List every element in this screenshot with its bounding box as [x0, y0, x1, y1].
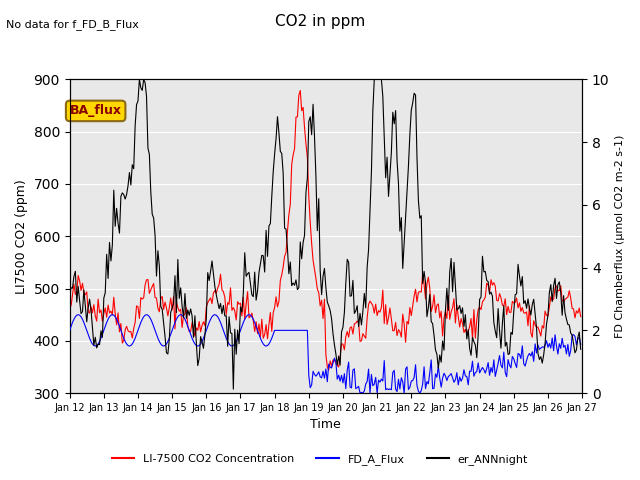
Legend: LI-7500 CO2 Concentration, FD_A_Flux, er_ANNnight: LI-7500 CO2 Concentration, FD_A_Flux, er…: [108, 450, 532, 469]
Y-axis label: FD Chamberflux (μmol CO2 m-2 s-1): FD Chamberflux (μmol CO2 m-2 s-1): [615, 134, 625, 338]
X-axis label: Time: Time: [310, 419, 341, 432]
Text: BA_flux: BA_flux: [70, 105, 122, 118]
Text: No data for f_FD_B_Flux: No data for f_FD_B_Flux: [6, 19, 140, 30]
Text: CO2 in ppm: CO2 in ppm: [275, 14, 365, 29]
Y-axis label: LI7500 CO2 (ppm): LI7500 CO2 (ppm): [15, 179, 28, 294]
